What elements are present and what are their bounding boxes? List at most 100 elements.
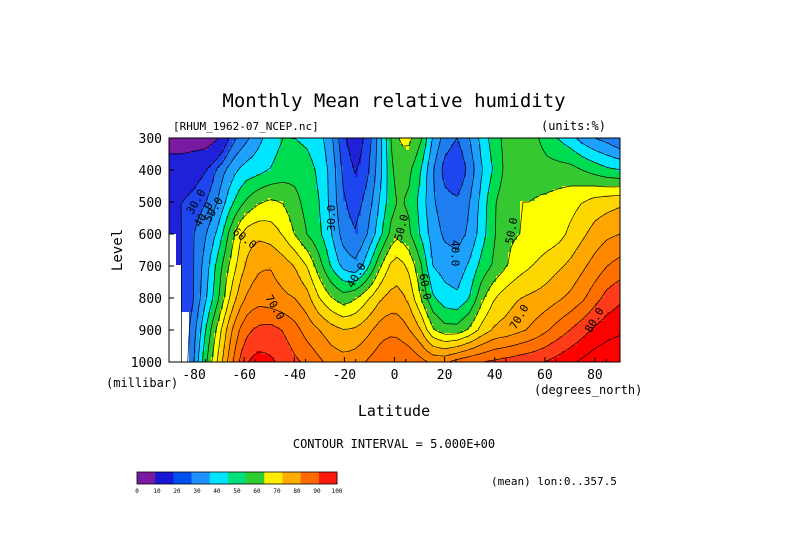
field-cell — [214, 180, 218, 184]
field-cell — [223, 222, 227, 226]
field-cell — [274, 153, 278, 157]
field-cell — [214, 315, 218, 319]
field-cell — [190, 270, 194, 274]
field-cell — [259, 204, 263, 208]
field-cell — [331, 147, 335, 151]
field-cell — [175, 141, 179, 145]
field-cell — [265, 279, 269, 283]
field-cell — [349, 312, 353, 316]
field-cell — [310, 297, 314, 301]
field-cell — [190, 273, 194, 277]
field-cell — [352, 327, 356, 331]
field-cell — [283, 342, 287, 346]
field-cell — [217, 252, 221, 256]
field-cell — [259, 213, 263, 217]
field-cell — [325, 177, 329, 181]
field-cell — [196, 225, 200, 229]
field-cell — [319, 147, 323, 151]
field-cell — [346, 201, 350, 205]
field-cell — [337, 303, 341, 307]
field-cell — [184, 225, 188, 229]
field-cell — [337, 333, 341, 337]
field-cell — [340, 321, 344, 325]
field-cell — [295, 171, 299, 175]
field-cell — [358, 198, 362, 202]
field-cell — [262, 237, 266, 241]
field-cell — [322, 195, 326, 199]
field-cell — [349, 354, 353, 358]
field-cell — [286, 336, 290, 340]
field-cell — [292, 336, 296, 340]
field-cell — [274, 360, 278, 363]
field-cell — [280, 138, 284, 142]
field-cell — [271, 141, 275, 145]
field-cell — [286, 234, 290, 238]
field-cell — [286, 303, 290, 307]
field-cell — [271, 231, 275, 235]
field-cell — [232, 240, 236, 244]
field-cell — [349, 159, 353, 163]
field-cell — [343, 285, 347, 289]
field-cell — [193, 360, 197, 363]
field-cell — [175, 165, 179, 169]
field-cell — [271, 258, 275, 262]
field-cell — [304, 264, 308, 268]
field-cell — [328, 306, 332, 310]
field-cell — [343, 168, 347, 172]
field-cell — [331, 159, 335, 163]
field-cell — [352, 186, 356, 190]
field-cell — [355, 150, 359, 154]
field-cell — [190, 165, 194, 169]
field-cell — [304, 192, 308, 196]
field-cell — [340, 270, 344, 274]
field-cell — [343, 204, 347, 208]
field-cell — [367, 201, 371, 205]
field-cell — [349, 186, 353, 190]
field-cell — [319, 168, 323, 172]
field-cell — [301, 249, 305, 253]
field-cell — [301, 222, 305, 226]
field-cell — [307, 291, 311, 295]
field-cell — [259, 270, 263, 274]
field-cell — [358, 165, 362, 169]
field-cell — [187, 285, 191, 289]
field-cell — [184, 171, 188, 175]
field-cell — [223, 165, 227, 169]
field-cell — [187, 246, 191, 250]
field-cell — [253, 156, 257, 160]
field-cell — [256, 237, 260, 241]
field-cell — [244, 351, 248, 355]
field-cell — [328, 249, 332, 253]
field-cell — [220, 234, 224, 238]
field-cell — [325, 270, 329, 274]
field-cell — [265, 348, 269, 352]
field-cell — [250, 240, 254, 244]
field-cell — [214, 258, 218, 262]
field-cell — [169, 198, 173, 202]
field-cell — [205, 273, 209, 277]
field-cell — [196, 330, 200, 334]
field-cell — [337, 165, 341, 169]
field-cell — [313, 171, 317, 175]
field-cell — [361, 228, 365, 232]
field-cell — [361, 360, 365, 363]
field-cell — [325, 219, 329, 223]
field-cell — [187, 219, 191, 223]
field-cell — [190, 240, 194, 244]
field-cell — [313, 150, 317, 154]
field-cell — [256, 315, 260, 319]
field-cell — [223, 261, 227, 265]
field-cell — [223, 318, 227, 322]
field-cell — [313, 180, 317, 184]
field-cell — [352, 195, 356, 199]
field-cell — [313, 282, 317, 286]
field-cell — [229, 180, 233, 184]
field-cell — [349, 279, 353, 283]
field-cell — [286, 231, 290, 235]
field-cell — [220, 279, 224, 283]
field-cell — [199, 306, 203, 310]
field-cell — [295, 237, 299, 241]
field-cell — [175, 198, 179, 202]
field-cell — [232, 348, 236, 352]
field-cell — [352, 309, 356, 313]
